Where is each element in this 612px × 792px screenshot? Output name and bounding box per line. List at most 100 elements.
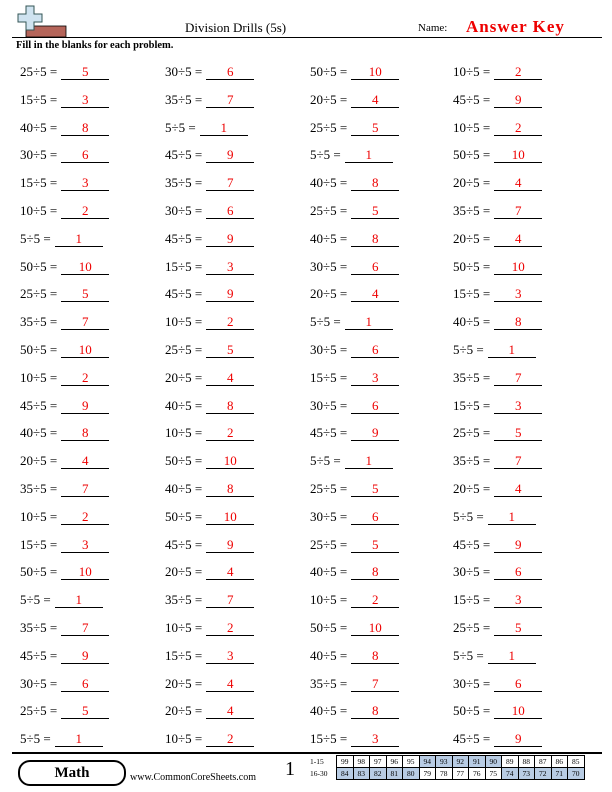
answer: 1: [344, 147, 393, 164]
answer: 9: [206, 537, 255, 553]
answer: 9: [206, 147, 255, 164]
answer: 8: [351, 175, 400, 192]
question: 15÷5 =: [165, 258, 203, 274]
answer: 1: [344, 453, 393, 470]
question: 30÷5 =: [310, 508, 348, 524]
answer: 2: [494, 64, 543, 80]
answer: 2: [494, 120, 543, 136]
answer: 9: [351, 425, 400, 442]
answer: 9: [494, 92, 543, 108]
answer: 4: [494, 481, 543, 497]
score-cell: 83: [352, 767, 370, 780]
rule: [12, 37, 602, 38]
question: 25÷5 =: [453, 620, 491, 635]
question: 15÷5 =: [165, 647, 203, 663]
score-cell: 73: [517, 767, 535, 780]
answer: 8: [61, 120, 110, 136]
page-number: 1: [285, 758, 295, 780]
question: 30÷5 =: [453, 564, 491, 580]
question: 40÷5 =: [310, 647, 348, 663]
question: 20÷5 =: [20, 453, 58, 469]
question: 20÷5 =: [310, 286, 348, 302]
question: 20÷5 =: [453, 175, 491, 191]
score-cell: 91: [468, 755, 486, 768]
answer: 4: [494, 231, 543, 247]
question: 10÷5 =: [165, 620, 203, 635]
answer: 9: [206, 286, 255, 303]
answer: 6: [351, 259, 400, 275]
question: 20÷5 =: [453, 230, 491, 246]
answer: 1: [54, 731, 103, 748]
question: 15÷5 =: [20, 91, 58, 107]
answer: 6: [351, 398, 400, 414]
answer: 8: [351, 231, 400, 247]
question: 35÷5 =: [453, 203, 491, 218]
answer: 3: [61, 175, 110, 192]
answer: 3: [351, 731, 400, 748]
answer: 3: [206, 259, 255, 275]
score-cell: 87: [534, 755, 552, 768]
question: 5÷5 =: [310, 453, 341, 469]
question: 25÷5 =: [310, 203, 348, 218]
answer: 8: [351, 648, 400, 664]
question: 30÷5 =: [453, 675, 491, 691]
answer: 1: [344, 314, 393, 331]
answer: 6: [206, 203, 255, 219]
question: 50÷5 =: [20, 564, 58, 580]
question: 5÷5 =: [453, 508, 484, 524]
question: 20÷5 =: [310, 91, 348, 107]
question: 30÷5 =: [310, 258, 348, 274]
question: 5÷5 =: [20, 592, 51, 608]
question: 25÷5 =: [20, 286, 58, 302]
question: 10÷5 =: [453, 64, 491, 79]
answer: 10: [61, 259, 110, 275]
answer: 3: [61, 92, 110, 108]
answer: 8: [206, 398, 255, 414]
score-cell: 72: [534, 767, 552, 780]
question: 20÷5 =: [453, 481, 491, 496]
answer: 10: [61, 564, 110, 581]
answer: 9: [494, 731, 543, 748]
answer: 4: [206, 703, 255, 720]
question: 5÷5 =: [20, 230, 51, 246]
answer: 6: [61, 676, 110, 692]
question: 25÷5 =: [20, 703, 58, 719]
answer: 10: [61, 342, 110, 358]
answer: 7: [206, 92, 255, 108]
answer: 3: [494, 398, 543, 414]
score-cell: 88: [517, 755, 535, 768]
question: 45÷5 =: [165, 286, 203, 302]
answer: 10: [494, 259, 543, 275]
question: 5÷5 =: [165, 119, 196, 135]
answer: 2: [206, 314, 255, 331]
question: 25÷5 =: [20, 64, 58, 79]
question: 5÷5 =: [453, 342, 484, 357]
question: 50÷5 =: [310, 64, 348, 79]
score-label: 1-15: [310, 757, 324, 766]
question: 35÷5 =: [165, 175, 203, 191]
question: 30÷5 =: [310, 397, 348, 413]
answer: 5: [61, 703, 110, 720]
question: 45÷5 =: [453, 731, 491, 747]
score-cell: 96: [385, 755, 403, 768]
answer: 3: [206, 648, 255, 664]
title: Division Drills (5s): [185, 20, 287, 35]
question: 50÷5 =: [165, 508, 203, 524]
answer: 9: [494, 537, 543, 553]
question: 45÷5 =: [20, 397, 58, 413]
answer: 5: [351, 537, 400, 553]
score-label: 16-30: [310, 769, 328, 778]
answer: 6: [351, 342, 400, 358]
instructions: Fill in the blanks for each problem.: [16, 40, 174, 51]
answer: 2: [61, 370, 110, 386]
question: 35÷5 =: [165, 91, 203, 107]
answer: 1: [487, 648, 536, 664]
answer: 4: [351, 92, 400, 108]
question: 5÷5 =: [20, 731, 51, 747]
score-cell: 97: [369, 755, 387, 768]
question: 35÷5 =: [20, 481, 58, 496]
answer: 4: [206, 676, 255, 692]
score-row: 1-15 99 98 97 96 95 94 93 92 91 90 89 88 87 86 85: [310, 755, 585, 768]
question: 35÷5 =: [310, 675, 348, 691]
score-cell: 81: [385, 767, 403, 780]
